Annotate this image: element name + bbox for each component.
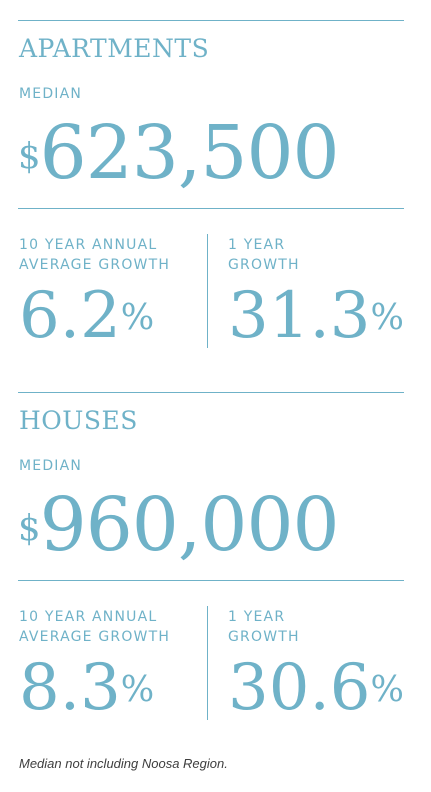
apartments-growth1-label-line1: 1 YEAR (228, 237, 286, 253)
houses-growth1-unit: % (370, 669, 404, 711)
houses-growth1-number: 30.6 (228, 651, 371, 725)
houses-growth10-value: 8.3% (19, 656, 154, 720)
houses-growth10-unit: % (120, 669, 155, 711)
houses-median-number: 960,000 (39, 482, 340, 568)
divider-houses-top (18, 392, 404, 393)
houses-growth1-label-line2: GROWTH (228, 629, 300, 645)
apartments-growth10-label-line1: 10 YEAR ANNUAL (19, 237, 158, 253)
apartments-title: APARTMENTS (19, 34, 210, 63)
divider-top (18, 20, 404, 21)
footnote: Median not including Noosa Region. (19, 756, 228, 771)
apartments-growth1-unit: % (370, 297, 404, 339)
apartments-growth1-value: 31.3% (228, 284, 404, 348)
houses-median-label: MEDIAN (19, 458, 83, 474)
houses-growth10-label-line2: AVERAGE GROWTH (19, 629, 171, 645)
apartments-median-label: MEDIAN (19, 86, 83, 102)
houses-currency: $ (18, 507, 41, 549)
houses-growth1-value: 30.6% (228, 656, 404, 720)
apartments-growth1-label-line2: GROWTH (228, 257, 300, 273)
apartments-median-value: $623,500 (18, 116, 340, 190)
divider-apartments-median (18, 208, 404, 209)
houses-growth10-label-line1: 10 YEAR ANNUAL (19, 609, 158, 625)
apartments-median-number: 623,500 (39, 110, 340, 196)
houses-title: HOUSES (19, 406, 138, 435)
apartments-growth10-label-line2: AVERAGE GROWTH (19, 257, 171, 273)
houses-growth10-number: 8.3 (19, 651, 121, 725)
apartments-growth10-unit: % (120, 297, 155, 339)
apartments-growth1-number: 31.3 (228, 279, 371, 353)
apartments-currency: $ (18, 135, 41, 177)
divider-houses-vertical (207, 606, 208, 720)
houses-growth1-label-line1: 1 YEAR (228, 609, 286, 625)
houses-growth1-label: 1 YEAR GROWTH (228, 607, 300, 647)
apartments-growth10-number: 6.2 (19, 279, 121, 353)
houses-growth10-label: 10 YEAR ANNUAL AVERAGE GROWTH (19, 607, 170, 647)
houses-median-value: $960,000 (18, 488, 340, 562)
apartments-growth1-label: 1 YEAR GROWTH (228, 235, 300, 275)
divider-houses-median (18, 580, 404, 581)
apartments-growth10-label: 10 YEAR ANNUAL AVERAGE GROWTH (19, 235, 170, 275)
divider-apartments-vertical (207, 234, 208, 348)
apartments-growth10-value: 6.2% (19, 284, 154, 348)
